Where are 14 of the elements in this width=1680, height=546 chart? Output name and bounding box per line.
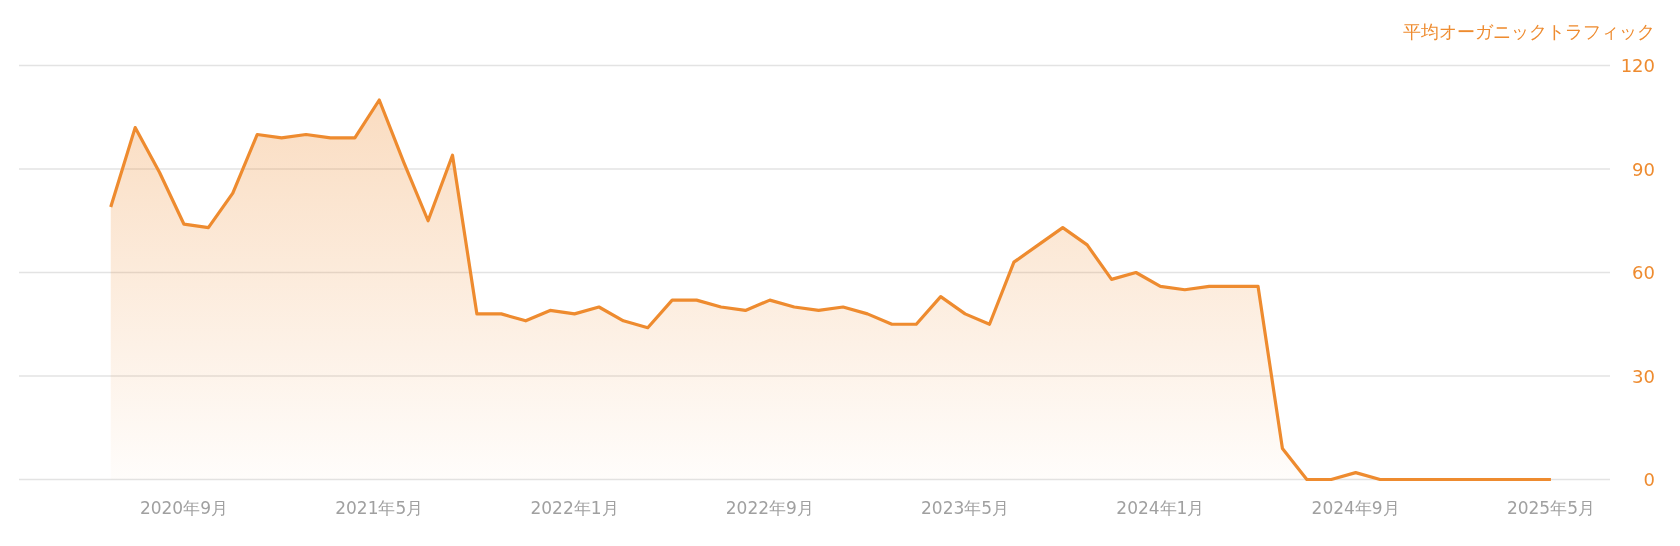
x-tick-label: 2021年5月 [335,498,424,518]
x-tick-label: 2025年5月 [1506,498,1595,518]
x-tick-label: 2024年1月 [1116,498,1205,518]
x-tick-label: 2020年9月 [139,498,229,518]
y-tick-label: 120 [1620,55,1655,76]
x-tick-label: 2022年9月 [725,498,814,518]
y-tick-label: 60 [1632,262,1655,283]
x-tick-label: 2023年5月 [921,498,1010,518]
y-tick-label: 0 [1643,469,1655,490]
y-tick-label: 90 [1632,158,1655,180]
y-axis-title: 平均オーガニックトラフィック [1403,21,1655,42]
x-tick-label: 2024年9月 [1311,498,1400,518]
x-tick-label: 2022年1月 [530,498,619,518]
y-tick-label: 30 [1632,365,1655,387]
